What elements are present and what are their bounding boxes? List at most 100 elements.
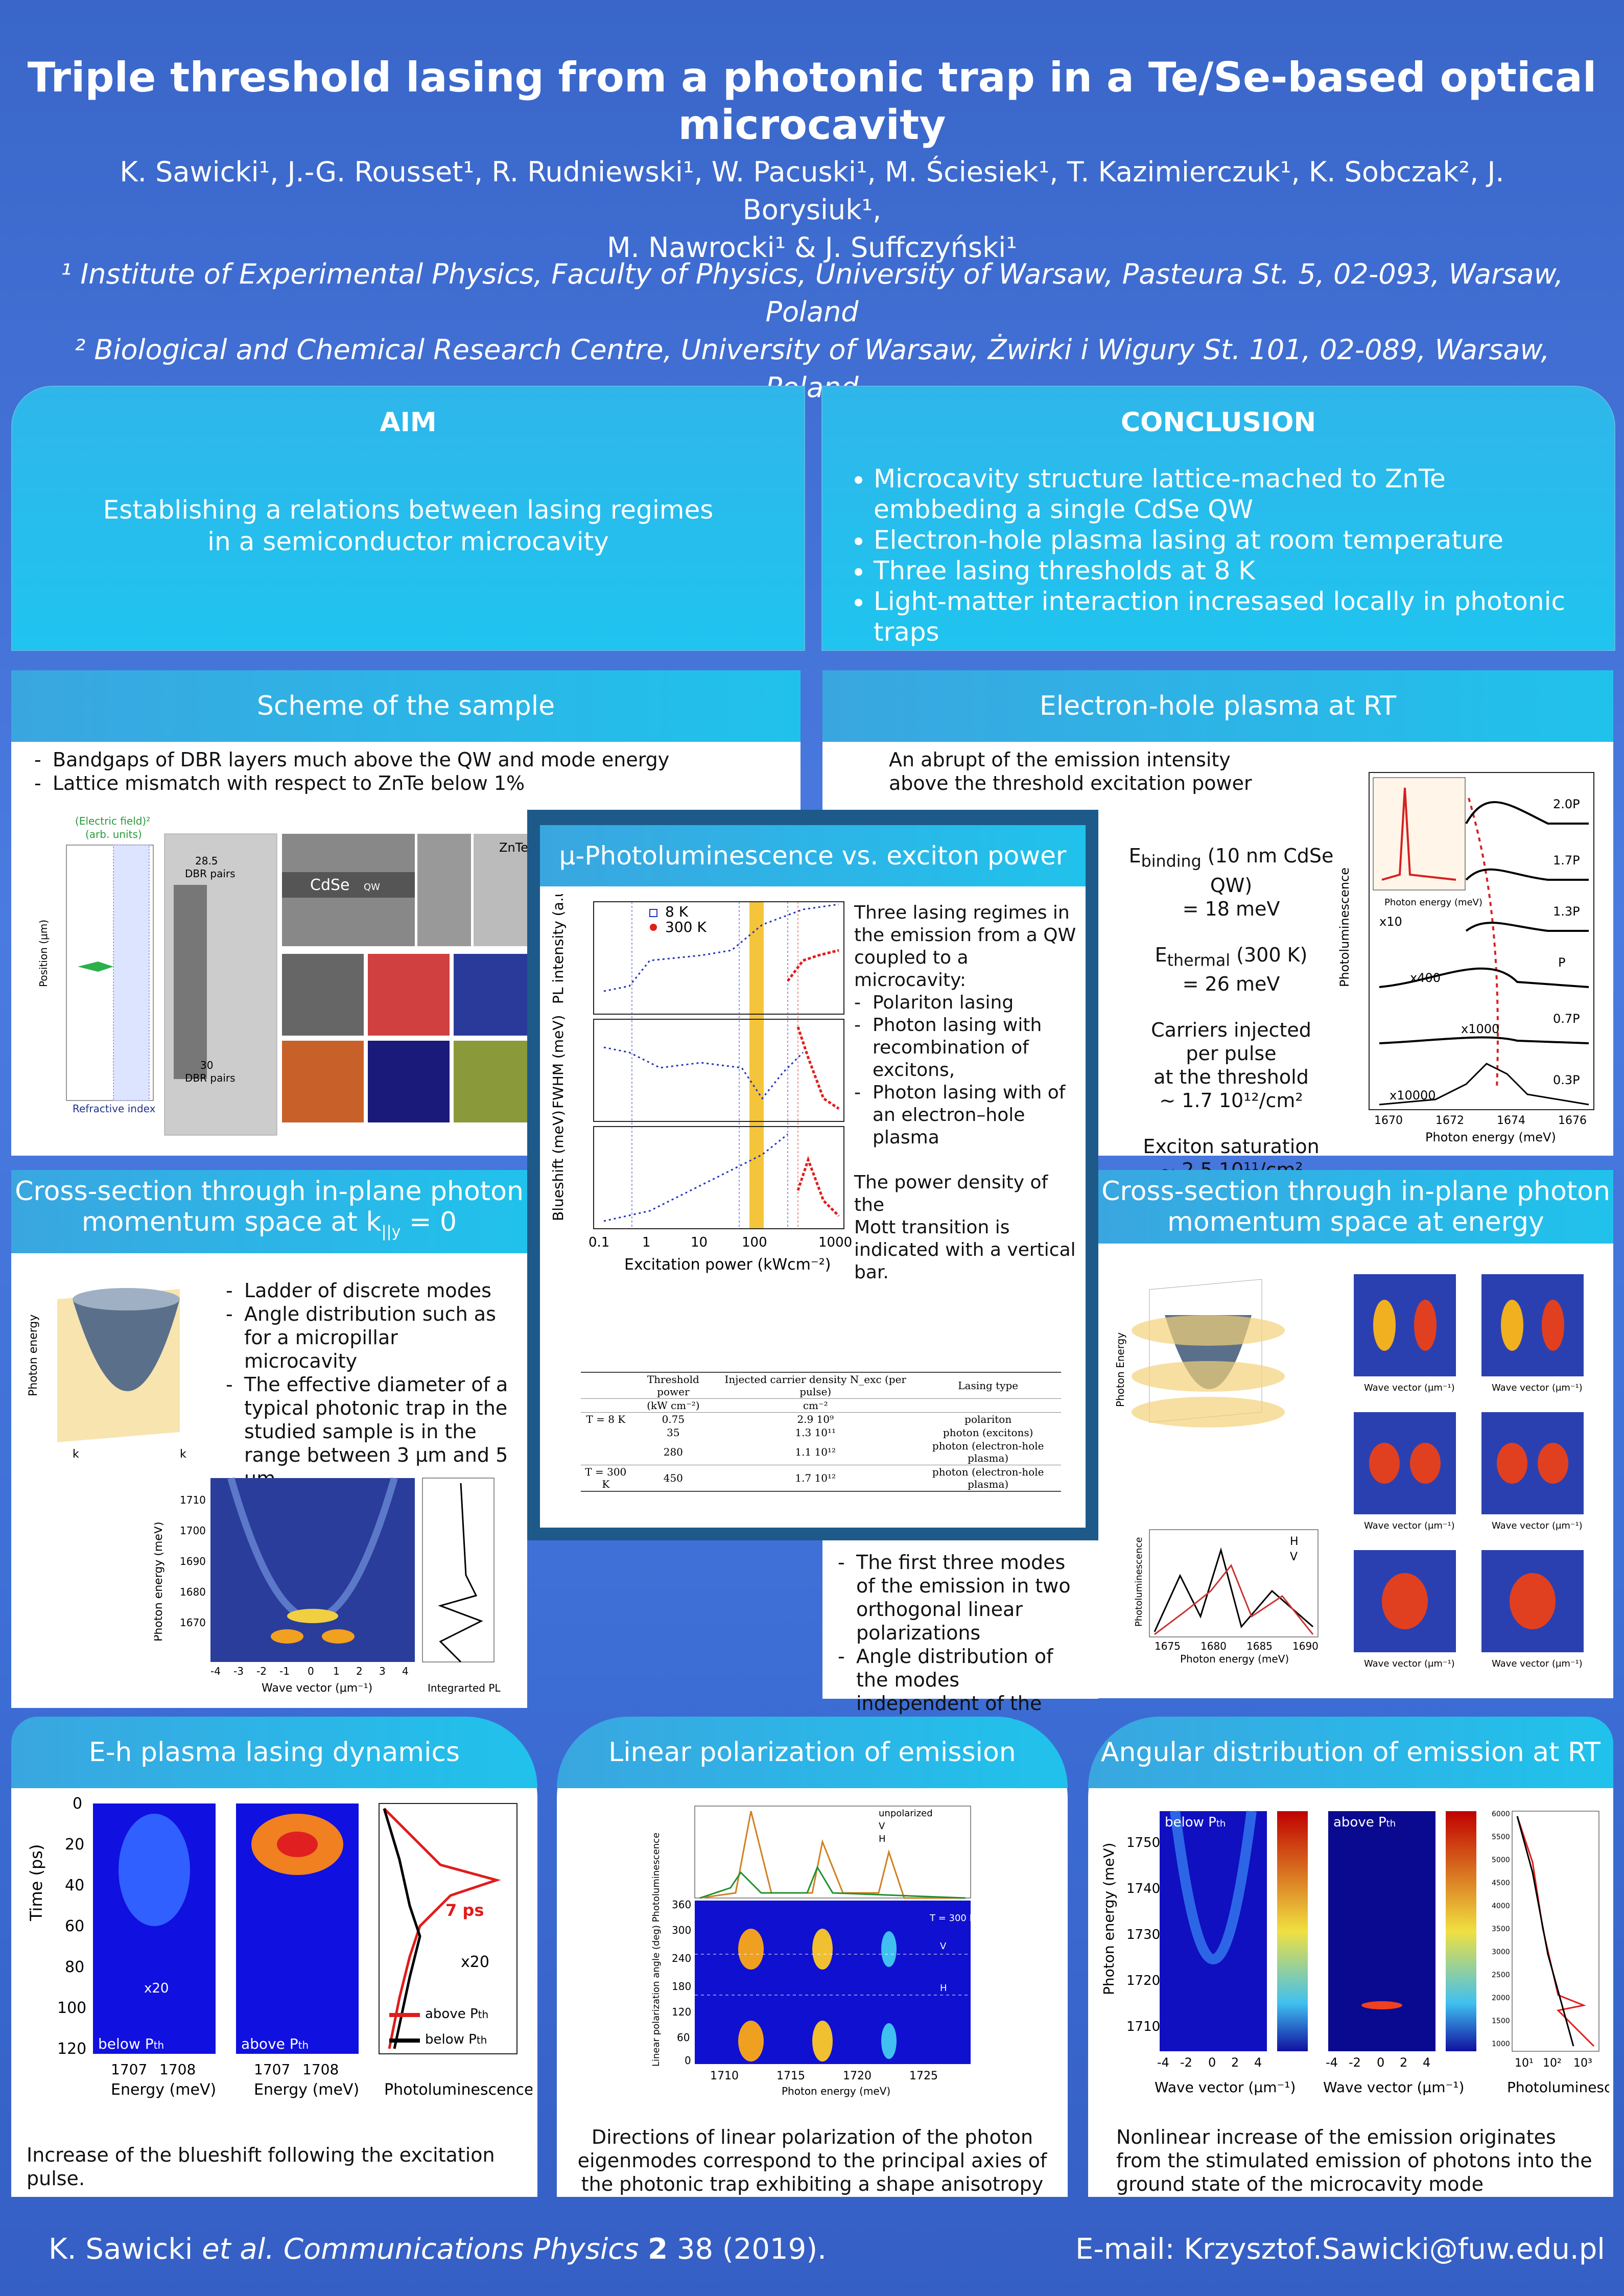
svg-text:3500: 3500	[1492, 1925, 1510, 1933]
svg-text:Energy (meV): Energy (meV)	[111, 2081, 216, 2099]
svg-text:0.7P: 0.7P	[1553, 1012, 1580, 1026]
svg-text:unpolarized: unpolarized	[879, 1808, 933, 1819]
svg-text:T = 300 K: T = 300 K	[929, 1913, 976, 1924]
svg-text:4500: 4500	[1492, 1879, 1510, 1887]
svg-text:1000: 1000	[1492, 2040, 1510, 2048]
svg-text:0.1: 0.1	[589, 1235, 609, 1250]
svg-text:H: H	[1290, 1535, 1299, 1548]
svg-text:-2: -2	[1180, 2055, 1192, 2070]
svg-text:80: 80	[65, 1958, 84, 1976]
svg-text:2: 2	[356, 1665, 363, 1677]
svg-text:360: 360	[672, 1899, 691, 1911]
svg-text:300: 300	[672, 1924, 691, 1936]
svg-text:1710: 1710	[1126, 2019, 1160, 2034]
svg-text:Wave vector (μm⁻¹): Wave vector (μm⁻¹)	[1323, 2079, 1464, 2096]
ehdyn-caption: Increase of the blueshift following the …	[27, 2144, 495, 2190]
svg-text:10³: 10³	[1573, 2057, 1592, 2070]
svg-text:4: 4	[1423, 2055, 1430, 2070]
svg-text:1676: 1676	[1558, 1114, 1587, 1127]
svg-text:1680: 1680	[1201, 1640, 1227, 1652]
angrt-below: below Pth	[1165, 1815, 1226, 1830]
ehdyn-ylabel: Time (ps)	[27, 1844, 46, 1922]
svg-text:V: V	[940, 1941, 947, 1952]
linpol-ylabel: Linear polarization angle (deg) Photolum…	[651, 1833, 662, 2067]
svg-text:1707: 1707	[111, 2061, 147, 2078]
angrt-ylabel: Photon energy (meV)	[1100, 1843, 1117, 1995]
affiliations: ¹ Institute of Experimental Physics, Fac…	[60, 258, 1564, 404]
svg-text:Energy (meV): Energy (meV)	[254, 2081, 359, 2099]
svg-text:1710: 1710	[710, 2070, 739, 2082]
svg-text:1: 1	[333, 1665, 340, 1677]
svg-text:-1: -1	[279, 1665, 290, 1677]
angrt-figure: Photon energy (meV) below Pth above Pth …	[1100, 1810, 1609, 2096]
svg-text:5500: 5500	[1492, 1833, 1510, 1841]
disp-ylabel: Photon energy (meV)	[154, 1522, 165, 1642]
cdse-label: CdSe	[310, 876, 350, 894]
svg-text:Photoluminescence: Photoluminescence	[384, 2081, 532, 2099]
ylabel-fwhm: FWHM (meV)	[550, 1015, 567, 1109]
scheme-list: Bandgaps of DBR layers much above the QW…	[34, 748, 669, 795]
svg-text:240: 240	[672, 1952, 691, 1964]
below-pth: below Pth	[98, 2035, 164, 2052]
svg-text:-2: -2	[1349, 2055, 1361, 2070]
svg-text:P: P	[1558, 955, 1565, 970]
svg-text:H: H	[879, 1834, 886, 1844]
svg-text:-4: -4	[210, 1665, 221, 1677]
svg-text:QW: QW	[364, 882, 380, 893]
ehrt-ylabel: Photoluminescence	[1337, 868, 1352, 987]
svg-text:0: 0	[1377, 2055, 1384, 2070]
svg-text:k: k	[73, 1448, 79, 1461]
conclusion-heading: CONCLUSION	[1120, 407, 1316, 438]
svg-text:4: 4	[402, 1665, 409, 1677]
cross1-panel: Cross-section through in-plane photon mo…	[11, 1170, 527, 1708]
svg-text:0: 0	[73, 1795, 82, 1813]
ehdyn-heading: E-h plasma lasing dynamics	[11, 1717, 537, 1788]
svg-text:1708: 1708	[302, 2061, 339, 2078]
footer-email[interactable]: E-mail: Krzysztof.Sawicki@fuw.edu.pl	[1075, 2233, 1605, 2266]
conclusion-list: Microcavity structure lattice-mached to …	[822, 463, 1614, 647]
svg-text:1500: 1500	[1492, 2017, 1510, 2025]
svg-text:-2: -2	[256, 1665, 267, 1677]
aim-panel: AIM Establishing a relations between las…	[11, 386, 805, 651]
svg-text:180: 180	[672, 1980, 691, 1993]
dbr-bottom: 30	[200, 1059, 213, 1071]
intpl-label: Integrarted PL	[428, 1682, 501, 1694]
svg-text:120: 120	[57, 2040, 86, 2058]
pe2-label: Photon Energy	[1114, 1332, 1126, 1407]
svg-text:V: V	[879, 1821, 885, 1832]
mupl-panel: μ-Photoluminescence vs. exciton power Th…	[527, 810, 1098, 1540]
svg-text:Wave vector (μm⁻¹): Wave vector (μm⁻¹)	[1492, 1383, 1583, 1393]
ehrt-values: Ebinding (10 nm CdSe QW) = 18 meV Etherm…	[1128, 845, 1334, 1181]
above-pth: above Pth	[241, 2035, 309, 2052]
svg-text:1: 1	[642, 1235, 651, 1250]
ehrt-figure: Photoluminescence Photon energy (meV) 2.…	[1337, 772, 1594, 1144]
svg-text:0: 0	[308, 1665, 314, 1677]
ehrt-xlabel: Photon energy (meV)	[1425, 1130, 1556, 1144]
ylabel-blueshift: Blueshift (meV)	[550, 1110, 567, 1221]
svg-text:1690: 1690	[180, 1555, 206, 1567]
ehdyn-panel: E-h plasma lasing dynamics Time (ps) 0 20…	[11, 1717, 537, 2197]
authors: K. Sawicki¹, J.-G. Rousset¹, R. Rudniews…	[120, 156, 1504, 264]
scheme-figure: (Electric field)² (arb. units) Position …	[37, 815, 545, 1136]
cross2-figure: Photon Energy H V Photoluminescence 1675…	[1114, 1274, 1584, 1669]
legend-300k: 300 K	[665, 919, 707, 935]
angrt-above: above Pth	[1333, 1815, 1396, 1830]
angrt-panel: Angular distribution of emission at RT P…	[1088, 1717, 1613, 2197]
svg-text:2: 2	[1400, 2055, 1407, 2070]
position-label: Position (μm)	[37, 920, 50, 987]
ps-label: 7 ps	[445, 1901, 484, 1920]
pl2-label: Photoluminescence	[1134, 1537, 1144, 1627]
svg-text:1672: 1672	[1435, 1114, 1464, 1127]
conclusion-panel: CONCLUSION Microcavity structure lattice…	[821, 386, 1615, 651]
ef-label: (Electric field)²	[75, 815, 150, 827]
svg-text:100: 100	[742, 1235, 767, 1250]
footer-reference: K. Sawicki et al. Communications Physics…	[49, 2233, 827, 2266]
linpol-caption: Directions of linear polarization of the…	[577, 2126, 1047, 2195]
svg-text:1720: 1720	[843, 2070, 872, 2082]
ylabel-pl: PL intensity (a.u.)	[550, 894, 567, 1004]
mupl-heading: μ-Photoluminescence vs. exciton power	[540, 825, 1086, 886]
trap-3d-figure: Photon energy k k	[27, 1288, 186, 1461]
svg-text:-3: -3	[233, 1665, 244, 1677]
mupl-text: Three lasing regimes in the emission from…	[854, 902, 1081, 1284]
pe-label: Photon energy	[27, 1315, 40, 1396]
